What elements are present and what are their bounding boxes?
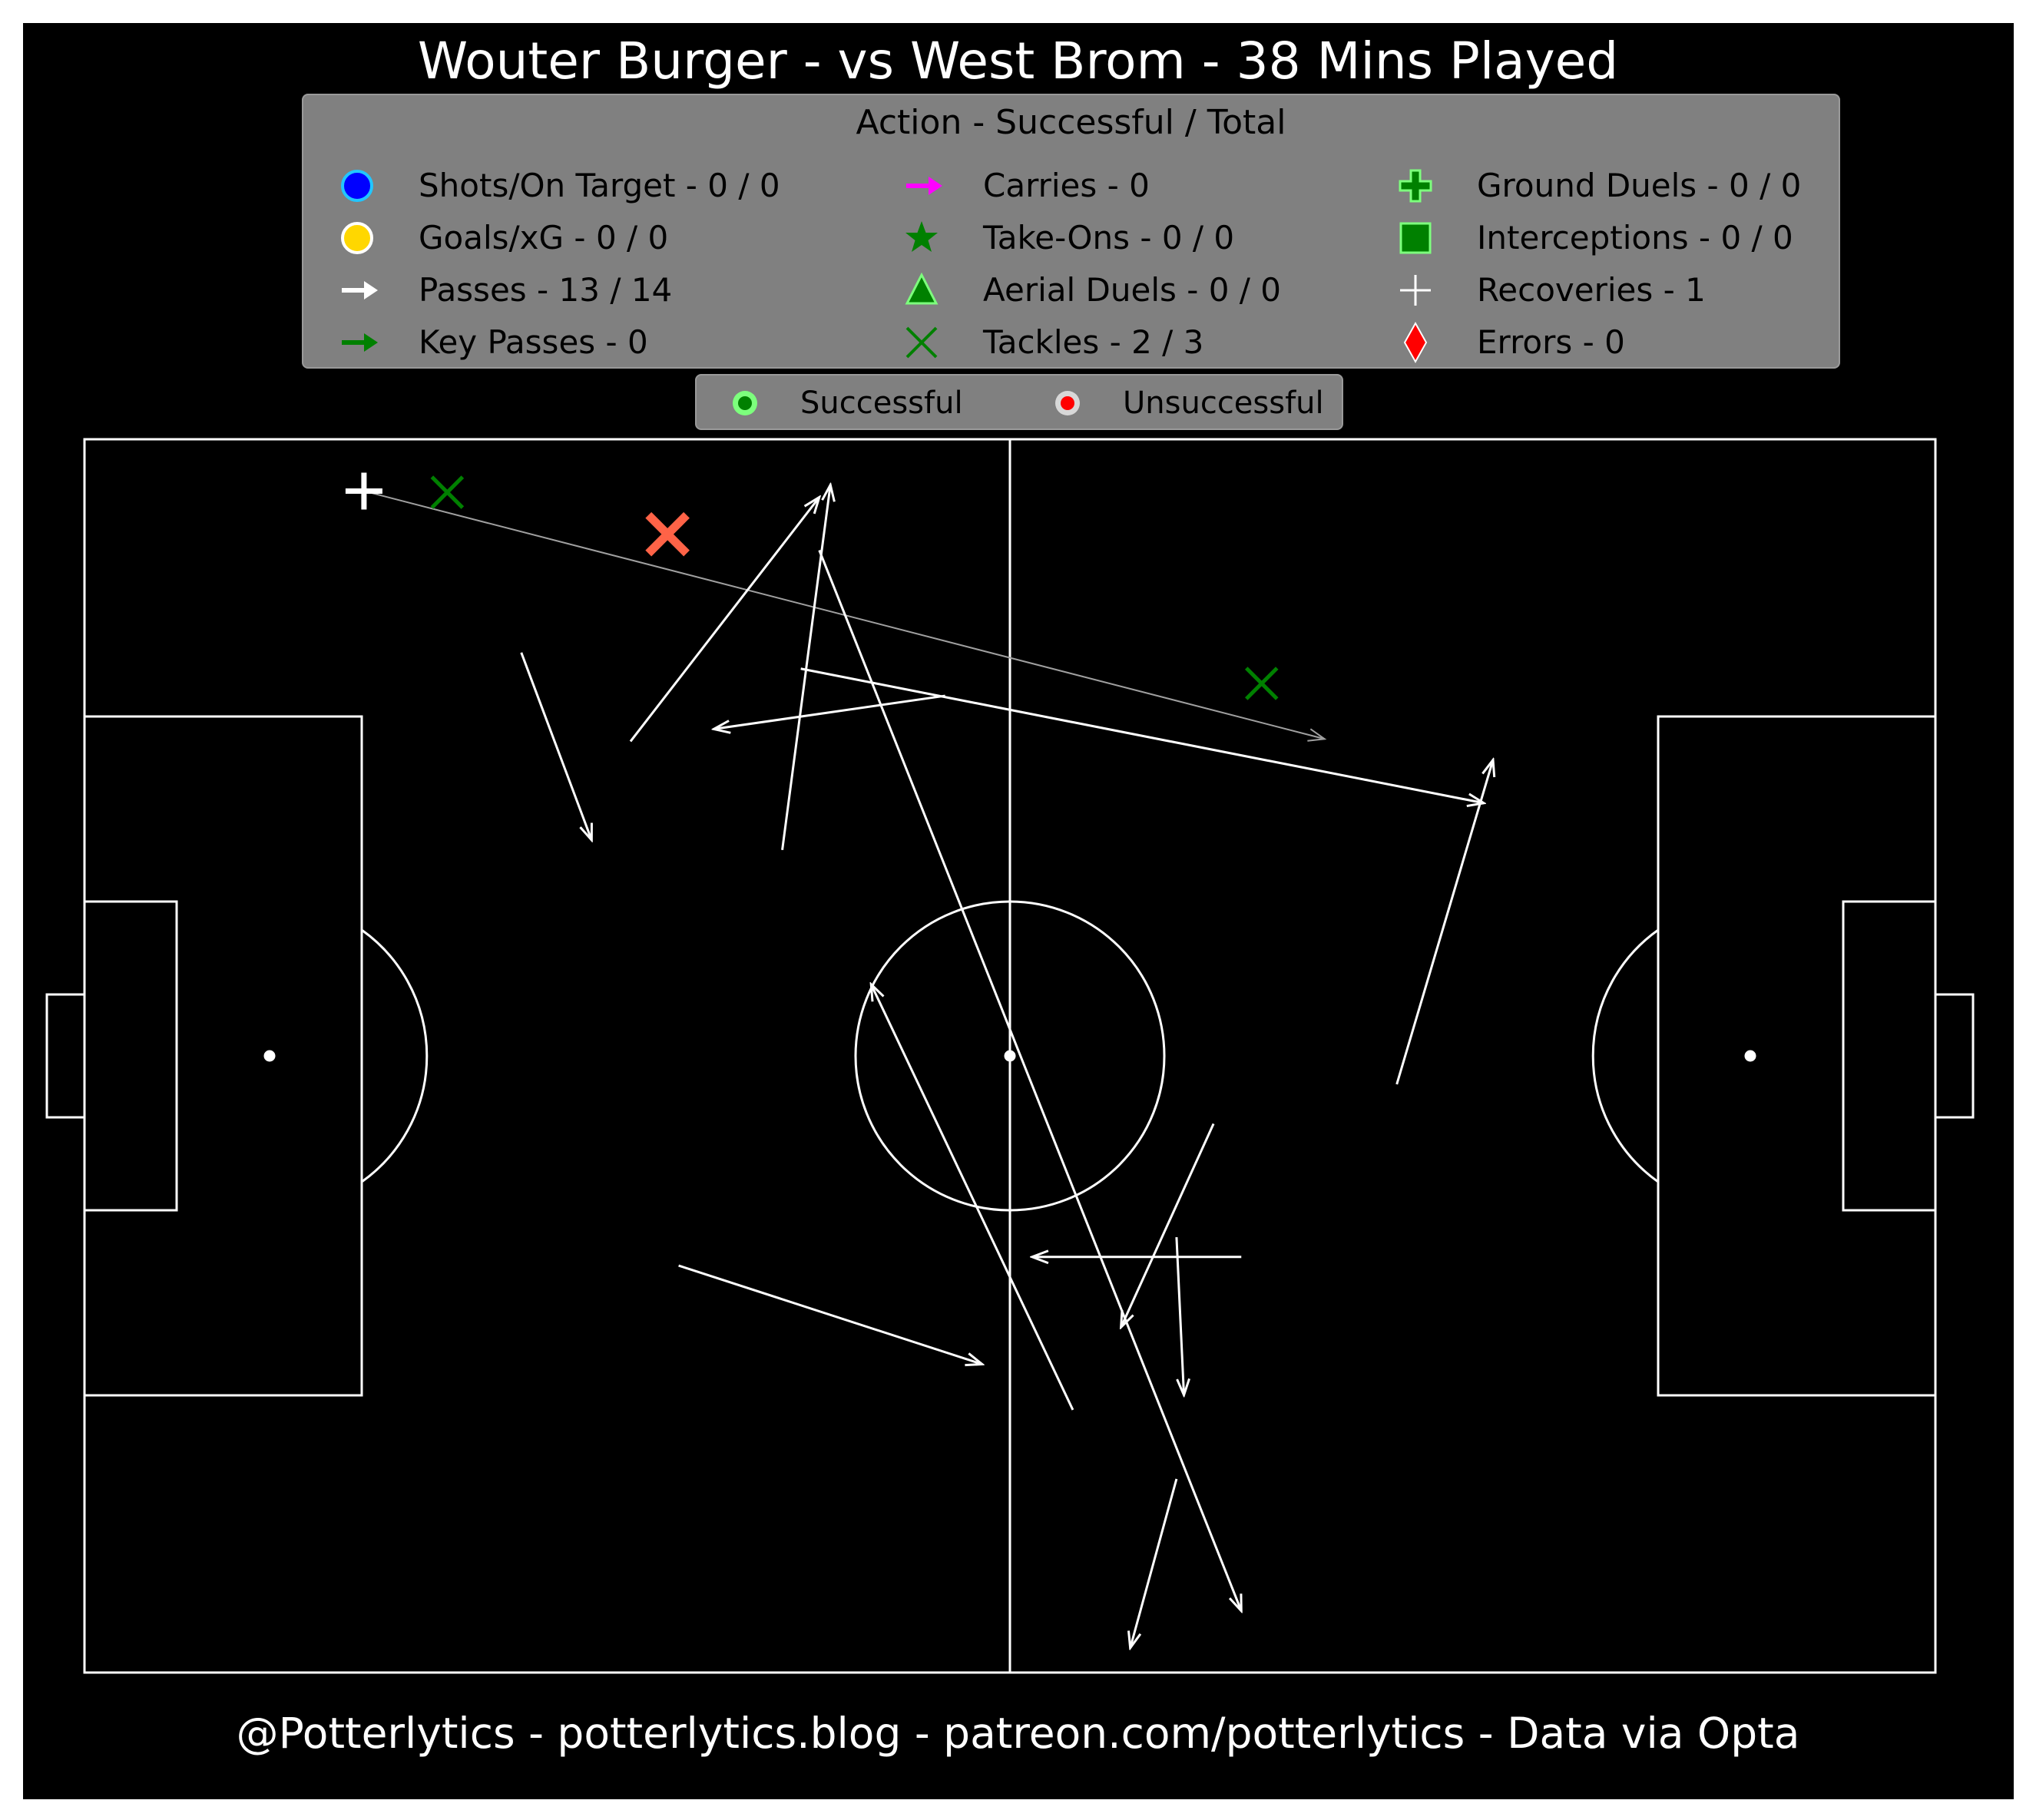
legend-label-aerial-duels: Aerial Duels - 0 / 0 bbox=[983, 271, 1282, 309]
legend-item-key-passes: Key Passes - 0 bbox=[338, 321, 799, 364]
legend-item-ground-duels: Ground Duels - 0 / 0 bbox=[1396, 164, 1826, 207]
error-diamond-icon bbox=[1403, 321, 1428, 364]
legend-label-interceptions: Interceptions - 0 / 0 bbox=[1477, 219, 1793, 256]
legend-label-tackles: Tackles - 2 / 3 bbox=[983, 323, 1204, 361]
centre-spot bbox=[1004, 1050, 1016, 1062]
left-penalty-arc bbox=[361, 928, 429, 1183]
legend-label-recoveries: Recoveries - 1 bbox=[1477, 271, 1706, 309]
pass-arrow-5 bbox=[800, 667, 1484, 803]
left-penalty-spot bbox=[263, 1050, 276, 1062]
ground-duel-plus-icon bbox=[1399, 169, 1432, 203]
legend-label-passes: Passes - 13 / 14 bbox=[419, 271, 673, 309]
legend-title: Action - Successful / Total bbox=[856, 103, 1286, 142]
take-on-star-icon bbox=[905, 221, 938, 252]
carry-arrow-icon bbox=[906, 177, 942, 195]
left-penalty-box bbox=[83, 715, 363, 1397]
legend-label-key-passes: Key Passes - 0 bbox=[419, 323, 648, 361]
legend-label-unsuccessful: Unsuccessful bbox=[1123, 386, 1324, 421]
legend-item-recoveries: Recoveries - 1 bbox=[1396, 269, 1826, 312]
pass-arrow-3 bbox=[781, 485, 831, 850]
pass-arrow-11 bbox=[678, 1264, 982, 1364]
legend-item-aerial-duels: Aerial Duels - 0 / 0 bbox=[902, 269, 1363, 312]
legend-item-unsuccessful: Unsuccessful bbox=[1046, 382, 1338, 425]
legend-item-goals: Goals/xG - 0 / 0 bbox=[338, 217, 799, 260]
right-penalty-box bbox=[1657, 715, 1937, 1397]
recovery-marker-1 bbox=[345, 472, 382, 510]
recovery-plus-icon bbox=[1400, 275, 1431, 306]
pass-arrow-10 bbox=[1175, 1237, 1184, 1395]
legend-label-shots: Shots/On Target - 0 / 0 bbox=[419, 167, 780, 204]
legend-label-ground-duels: Ground Duels - 0 / 0 bbox=[1477, 167, 1802, 204]
goal-circle-icon bbox=[341, 222, 373, 254]
right-penalty-arc bbox=[1591, 928, 1659, 1183]
chart-title: Wouter Burger - vs West Brom - 38 Mins P… bbox=[417, 31, 1619, 91]
right-penalty-spot bbox=[1744, 1050, 1756, 1062]
pass-arrow-8 bbox=[1121, 1123, 1215, 1327]
tackle-x-icon bbox=[905, 326, 938, 359]
legend-label-successful: Successful bbox=[800, 386, 963, 421]
legend-item-interceptions: Interceptions - 0 / 0 bbox=[1396, 217, 1826, 260]
right-goal bbox=[1934, 993, 1975, 1119]
action-legend: Action - Successful / Total Shots/On Tar… bbox=[302, 94, 1840, 369]
tackle-marker-2 bbox=[645, 511, 690, 557]
tackle-marker-1 bbox=[430, 475, 465, 509]
left-goal bbox=[45, 993, 86, 1119]
pass-arrow-4 bbox=[713, 694, 945, 729]
legend-item-errors: Errors - 0 bbox=[1396, 321, 1826, 364]
pass-arrow-12 bbox=[871, 984, 1074, 1411]
unsuccessful-dot-icon bbox=[1055, 391, 1080, 415]
legend-label-errors: Errors - 0 bbox=[1477, 323, 1625, 361]
legend-item-shots: Shots/On Target - 0 / 0 bbox=[338, 164, 799, 207]
right-six-yard-box bbox=[1842, 900, 1937, 1212]
legend-item-tackles: Tackles - 2 / 3 bbox=[902, 321, 1363, 364]
aerial-triangle-icon bbox=[905, 272, 939, 305]
event-marks bbox=[345, 472, 1493, 1648]
legend-label-goals: Goals/xG - 0 / 0 bbox=[419, 219, 669, 256]
pass-arrow-6 bbox=[818, 549, 1241, 1611]
footer-credits: @Potterlytics - potterlytics.blog - patr… bbox=[236, 1709, 1800, 1758]
pass-arrow-13 bbox=[1131, 1478, 1178, 1648]
pass-arrow-2 bbox=[629, 497, 819, 743]
shot-circle-icon bbox=[341, 170, 373, 202]
pass-arrow-7 bbox=[1395, 760, 1493, 1085]
tackle-marker-3 bbox=[1244, 667, 1279, 700]
legend-item-successful: Successful bbox=[723, 382, 992, 425]
pass-arrow-1 bbox=[520, 652, 592, 840]
centre-circle bbox=[854, 900, 1166, 1212]
left-six-yard-box bbox=[83, 900, 178, 1212]
key-pass-arrow-icon bbox=[342, 333, 378, 352]
successful-dot-icon bbox=[733, 391, 757, 415]
legend-item-take-ons: Take-Ons - 0 / 0 bbox=[902, 217, 1363, 260]
legend-label-take-ons: Take-Ons - 0 / 0 bbox=[983, 219, 1235, 256]
legend-item-passes: Passes - 13 / 14 bbox=[338, 269, 799, 312]
pass-arrow-icon bbox=[342, 281, 378, 299]
outcome-legend: Successful Unsuccessful bbox=[695, 374, 1343, 430]
legend-label-carries: Carries - 0 bbox=[983, 167, 1150, 204]
pitch-markings bbox=[45, 438, 1975, 1674]
legend-item-carries: Carries - 0 bbox=[902, 164, 1363, 207]
interception-square-icon bbox=[1399, 222, 1432, 254]
